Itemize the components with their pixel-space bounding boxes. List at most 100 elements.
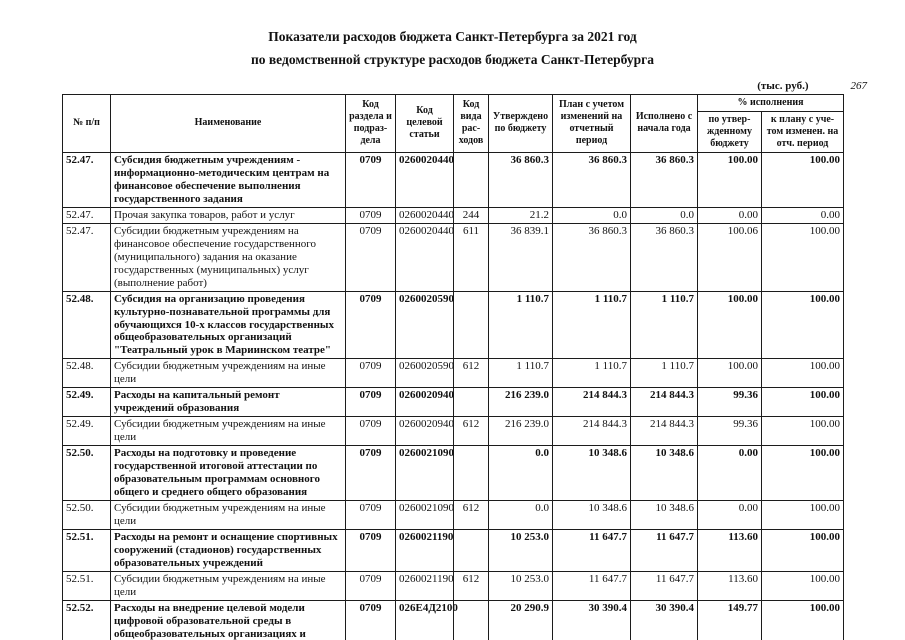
header-plan: План с учетом изменений на отчетный пери…	[552, 93, 631, 153]
cell-pct2: 100.00	[760, 358, 845, 389]
table-row: 52.50. Расходы на подготовку и проведение…	[62, 445, 845, 502]
cell-pct2: 100.00	[760, 445, 845, 502]
table-row: 52.48. Субсидии бюджетным учреждениям на …	[62, 358, 845, 389]
cell-plan: 1 110.7	[552, 358, 631, 389]
cell-pct2: 100.00	[760, 500, 845, 531]
cell-plan: 36 860.3	[552, 151, 631, 208]
cell-approved: 216 239.0	[488, 387, 553, 418]
cell-type	[453, 445, 489, 502]
cell-target: 0260020940	[395, 416, 454, 447]
table-row: 52.51. Расходы на ремонт и оснащение спор…	[62, 529, 845, 572]
cell-approved: 21.2	[488, 206, 553, 224]
cell-executed: 1 110.7	[630, 290, 698, 360]
cell-sec: 0709	[345, 151, 396, 208]
cell-target: 0260021090	[395, 500, 454, 531]
cell-pct1: 100.00	[697, 358, 762, 389]
budget-table: № п/п Наименование Код раздела и подраз-…	[62, 93, 845, 640]
header-name: Наименование	[110, 93, 346, 153]
cell-pct1: 0.00	[697, 500, 762, 531]
table-body: 52.47. Субсидия бюджетным учреждениям - и…	[62, 151, 845, 640]
cell-sec: 0709	[345, 529, 396, 572]
cell-name: Субсидия на организацию проведения культ…	[110, 290, 346, 360]
cell-type: 612	[453, 500, 489, 531]
cell-pct1: 149.77	[697, 599, 762, 640]
cell-name: Субсидия бюджетным учреждениям - информа…	[110, 151, 346, 208]
cell-plan: 10 348.6	[552, 445, 631, 502]
cell-name: Расходы на внедрение целевой модели цифр…	[110, 599, 346, 640]
cell-type: 611	[453, 222, 489, 292]
cell-plan: 1 110.7	[552, 290, 631, 360]
header-type-code: Код вида рас-ходов	[453, 93, 489, 153]
cell-num: 52.47.	[62, 222, 111, 292]
cell-pct1: 113.60	[697, 529, 762, 572]
cell-sec: 0709	[345, 570, 396, 601]
table-row: 52.47. Субсидии бюджетным учреждениям на …	[62, 222, 845, 292]
cell-sec: 0709	[345, 416, 396, 447]
cell-executed: 36 860.3	[630, 222, 698, 292]
cell-target: 0260021190	[395, 570, 454, 601]
cell-target: 0260021190	[395, 529, 454, 572]
cell-approved: 10 253.0	[488, 570, 553, 601]
cell-approved: 216 239.0	[488, 416, 553, 447]
cell-approved: 10 253.0	[488, 529, 553, 572]
cell-approved: 36 839.1	[488, 222, 553, 292]
cell-num: 52.47.	[62, 206, 111, 224]
table-row: 52.51. Субсидии бюджетным учреждениям на …	[62, 570, 845, 601]
cell-pct1: 100.00	[697, 151, 762, 208]
table-row: 52.49. Субсидии бюджетным учреждениям на …	[62, 416, 845, 447]
cell-pct2: 100.00	[760, 387, 845, 418]
cell-type: 612	[453, 416, 489, 447]
cell-executed: 30 390.4	[630, 599, 698, 640]
cell-num: 52.51.	[62, 570, 111, 601]
cell-sec: 0709	[345, 290, 396, 360]
cell-name: Расходы на капитальный ремонт учреждений…	[110, 387, 346, 418]
cell-num: 52.51.	[62, 529, 111, 572]
cell-executed: 11 647.7	[630, 529, 698, 572]
cell-plan: 214 844.3	[552, 387, 631, 418]
cell-pct1: 0.00	[697, 206, 762, 224]
cell-target: 026Е4Д2100	[395, 599, 458, 640]
cell-num: 52.50.	[62, 500, 111, 531]
cell-type	[453, 290, 489, 360]
cell-name: Субсидии бюджетным учреждениям на иные ц…	[110, 416, 346, 447]
cell-pct1: 113.60	[697, 570, 762, 601]
cell-sec: 0709	[345, 445, 396, 502]
cell-type	[453, 387, 489, 418]
cell-num: 52.48.	[62, 290, 111, 360]
cell-type: 612	[453, 358, 489, 389]
cell-sec: 0709	[345, 358, 396, 389]
table-row: 52.47. Субсидия бюджетным учреждениям - и…	[62, 151, 845, 208]
cell-name: Субсидии бюджетным учреждениям на иные ц…	[110, 570, 346, 601]
cell-type: 612	[453, 570, 489, 601]
cell-pct2: 100.00	[760, 599, 845, 640]
cell-pct2: 100.00	[760, 222, 845, 292]
header-section-code: Код раздела и подраз-дела	[345, 93, 396, 153]
cell-approved: 0.0	[488, 500, 553, 531]
cell-executed: 0.0	[630, 206, 698, 224]
cell-plan: 214 844.3	[552, 416, 631, 447]
cell-executed: 36 860.3	[630, 151, 698, 208]
cell-approved: 20 290.9	[488, 599, 553, 640]
table-row: 52.49. Расходы на капитальный ремонт учре…	[62, 387, 845, 418]
cell-name: Расходы на подготовку и проведение госуд…	[110, 445, 346, 502]
meta-row: (тыс. руб.) 267	[62, 80, 867, 92]
cell-pct2: 100.00	[760, 570, 845, 601]
header-target-code: Код целевой статьи	[395, 93, 454, 153]
cell-plan: 10 348.6	[552, 500, 631, 531]
cell-num: 52.48.	[62, 358, 111, 389]
cell-plan: 11 647.7	[552, 570, 631, 601]
cell-pct1: 0.00	[697, 445, 762, 502]
cell-plan: 11 647.7	[552, 529, 631, 572]
cell-num: 52.52.	[62, 599, 111, 640]
table-row: 52.50. Субсидии бюджетным учреждениям на …	[62, 500, 845, 531]
cell-executed: 10 348.6	[630, 500, 698, 531]
header-percent-plan: к плану с уче-том изменен. на отч. перио…	[760, 110, 845, 153]
cell-target: 0260020590	[395, 358, 454, 389]
cell-plan: 30 390.4	[552, 599, 631, 640]
cell-executed: 10 348.6	[630, 445, 698, 502]
cell-pct1: 99.36	[697, 416, 762, 447]
cell-target: 0260020440	[395, 151, 454, 208]
header-approved: Утверждено по бюджету	[488, 93, 553, 153]
cell-executed: 214 844.3	[630, 387, 698, 418]
